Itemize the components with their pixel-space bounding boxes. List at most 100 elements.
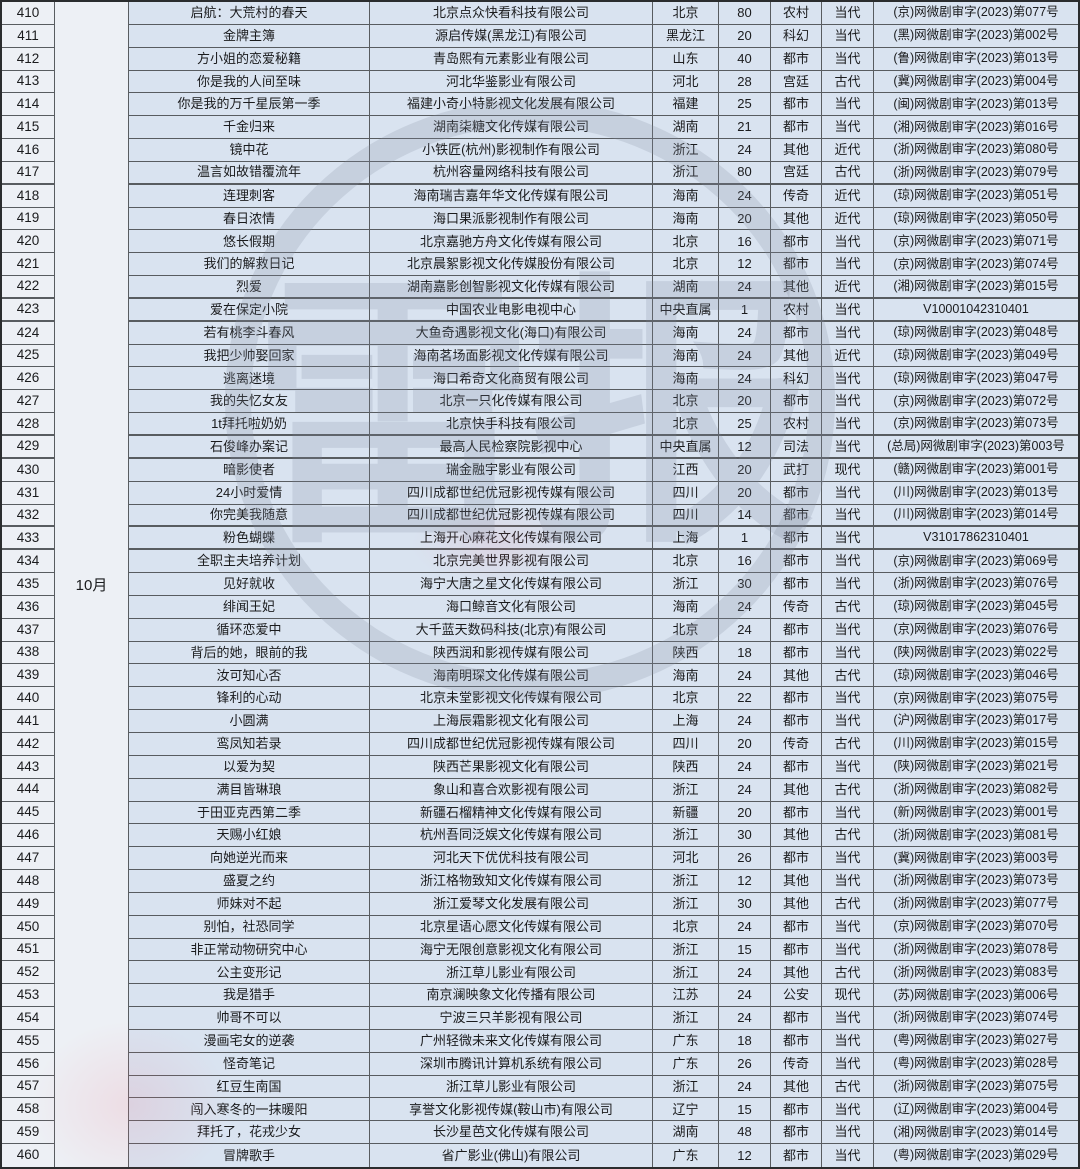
region-cell: 北京 [653,390,719,414]
title-cell: 鸾凤知若录 [129,732,370,756]
company-cell: 北京晨絮影视文化传媒股份有限公司 [370,253,653,277]
genre-cell: 武打 [771,458,822,482]
era-cell: 当代 [822,710,874,733]
row-number-cell: 421 [2,253,55,277]
title-cell: 见好就收 [129,573,370,596]
title-cell: 帅哥不可以 [129,1007,370,1030]
company-cell: 河北华鉴影业有限公司 [370,70,653,94]
regno-cell: (浙)网微剧审字(2023)第080号 [874,139,1078,162]
regno-cell: (琼)网微剧审字(2023)第045号 [874,595,1078,619]
title-cell: 背后的她，眼前的我 [129,641,370,665]
episodes-cell: 24 [719,1075,771,1099]
era-cell: 古代 [822,892,874,916]
region-cell: 福建 [653,93,719,117]
company-cell: 大鱼奇遇影视文化(海口)有限公司 [370,321,653,345]
title-cell: 于田亚克西第二季 [129,801,370,825]
company-cell: 浙江草儿影业有限公司 [370,961,653,985]
regno-cell: (京)网微剧审字(2023)第070号 [874,915,1078,939]
title-cell: 我是猎手 [129,984,370,1008]
era-cell: 近代 [822,139,874,162]
genre-cell: 科幻 [771,367,822,391]
title-cell: 冒牌歌手 [129,1144,370,1167]
regno-cell: (湘)网微剧审字(2023)第016号 [874,116,1078,140]
row-number-cell: 422 [2,276,55,299]
row-number-cell: 423 [2,298,55,322]
genre-cell: 司法 [771,436,822,459]
episodes-cell: 80 [719,2,771,25]
title-cell: 全职主夫培养计划 [129,550,370,574]
regno-cell: (总局)网微剧审字(2023)第003号 [874,436,1078,459]
title-cell: 我把少帅娶回家 [129,344,370,368]
episodes-cell: 24 [719,1007,771,1030]
era-cell: 古代 [822,595,874,619]
region-cell: 新疆 [653,801,719,825]
company-cell: 上海开心麻花文化传媒有限公司 [370,527,653,551]
company-cell: 广州轻微未来文化传媒有限公司 [370,1029,653,1053]
episodes-cell: 24 [719,139,771,162]
region-cell: 河北 [653,70,719,94]
genre-cell: 农村 [771,2,822,25]
era-cell: 当代 [822,24,874,48]
title-cell: 1t拜托啦奶奶 [129,413,370,437]
genre-cell: 都市 [771,801,822,825]
episodes-cell: 24 [719,344,771,368]
regno-cell: (京)网微剧审字(2023)第076号 [874,618,1078,642]
row-number-cell: 437 [2,618,55,642]
region-cell: 浙江 [653,938,719,962]
genre-cell: 都市 [771,93,822,117]
genre-cell: 其他 [771,139,822,162]
title-cell: 金牌主簿 [129,24,370,48]
genre-cell: 其他 [771,1075,822,1099]
company-cell: 享誉文化影视传媒(鞍山市)有限公司 [370,1098,653,1122]
regno-cell: (黑)网微剧审字(2023)第002号 [874,24,1078,48]
region-cell: 海南 [653,184,719,208]
region-cell: 海南 [653,664,719,688]
title-cell: 暗影使者 [129,458,370,482]
regno-cell: (京)网微剧审字(2023)第069号 [874,550,1078,574]
episodes-cell: 30 [719,824,771,848]
regno-cell: (浙)网微剧审字(2023)第081号 [874,824,1078,848]
episodes-cell: 24 [719,367,771,391]
regno-cell: (赣)网微剧审字(2023)第001号 [874,458,1078,482]
title-cell: 方小姐的恋爱秘籍 [129,47,370,71]
episodes-cell: 26 [719,847,771,871]
regno-cell: (辽)网微剧审字(2023)第004号 [874,1098,1078,1122]
regno-cell: (陕)网微剧审字(2023)第021号 [874,755,1078,779]
title-cell: 绯闻王妃 [129,595,370,619]
row-number-cell: 429 [2,436,55,459]
region-cell: 江苏 [653,984,719,1008]
era-cell: 当代 [822,2,874,25]
episodes-cell: 14 [719,504,771,528]
row-number-cell: 449 [2,892,55,916]
row-number-cell: 459 [2,1121,55,1145]
company-cell: 北京星语心愿文化传媒有限公司 [370,915,653,939]
region-cell: 中央直属 [653,298,719,322]
regno-cell: (琼)网微剧审字(2023)第049号 [874,344,1078,368]
title-cell: 漫画宅女的逆袭 [129,1029,370,1053]
company-cell: 瑞金融宇影业有限公司 [370,458,653,482]
region-cell: 浙江 [653,824,719,848]
region-cell: 海南 [653,207,719,231]
region-cell: 浙江 [653,1075,719,1099]
regno-cell: (浙)网微剧审字(2023)第076号 [874,573,1078,596]
company-cell: 杭州容量网络科技有限公司 [370,161,653,185]
row-number-cell: 445 [2,801,55,825]
region-cell: 陕西 [653,641,719,665]
episodes-cell: 20 [719,24,771,48]
region-cell: 四川 [653,732,719,756]
company-cell: 河北天下优优科技有限公司 [370,847,653,871]
era-cell: 古代 [822,732,874,756]
genre-cell: 都市 [771,481,822,505]
era-cell: 当代 [822,1121,874,1145]
company-cell: 宁波三只羊影视有限公司 [370,1007,653,1030]
region-cell: 浙江 [653,892,719,916]
region-cell: 浙江 [653,1007,719,1030]
regno-cell: (闽)网微剧审字(2023)第013号 [874,93,1078,117]
genre-cell: 其他 [771,870,822,893]
region-cell: 北京 [653,2,719,25]
row-number-cell: 438 [2,641,55,665]
company-cell: 最高人民检察院影视中心 [370,436,653,459]
era-cell: 当代 [822,230,874,254]
row-number-cell: 424 [2,321,55,345]
era-cell: 当代 [822,870,874,893]
